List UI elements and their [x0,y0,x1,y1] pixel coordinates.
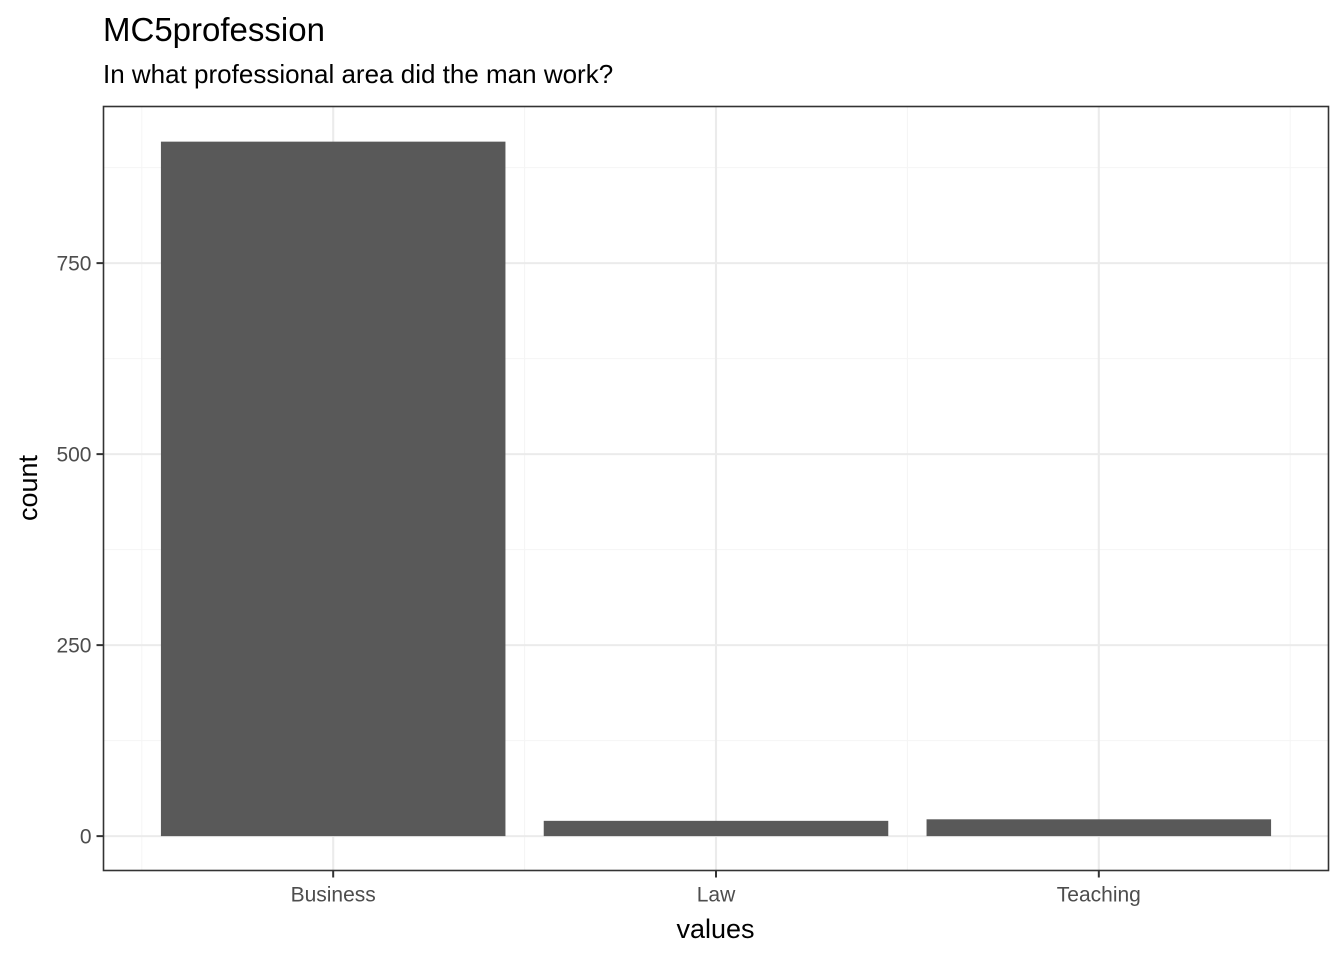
bar-teaching [926,819,1272,837]
y-axis: 0 250 500 750 [56,253,104,849]
x-axis-title: values [676,914,754,944]
x-tick-label: Law [697,884,736,907]
x-tick-label: Business [291,884,376,907]
y-tick-label: 250 [56,635,91,658]
x-tick-label: Teaching [1057,884,1141,907]
chart-title: MC5profession [103,11,325,48]
y-tick-label: 500 [56,444,91,467]
bars [160,141,1272,837]
bar-law [543,820,889,837]
chart-subtitle: In what professional area did the man wo… [103,59,613,89]
y-tick-label: 750 [56,253,91,276]
y-tick-label: 0 [80,826,92,849]
x-axis: Business Law Teaching [291,870,1141,907]
y-axis-title: count [13,454,43,521]
bar-business [160,141,506,837]
